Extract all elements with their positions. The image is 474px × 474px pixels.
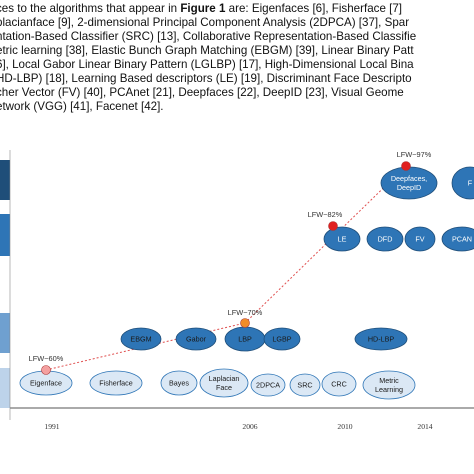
node-ellipse [289, 373, 321, 397]
node-label: PCAN [452, 235, 472, 244]
method-node-lbp: LBP [224, 326, 266, 352]
method-node-deepid: Deepfaces, DeepID [380, 166, 438, 200]
method-node-fisherface: Fisherface [89, 370, 143, 396]
node-label: HD-LBP [368, 335, 395, 344]
node-label: F [468, 179, 473, 188]
band-holistic [0, 368, 10, 408]
node-ellipse [160, 370, 198, 396]
node-label: Gabor [186, 335, 207, 344]
node-ellipse [199, 368, 249, 398]
text-line: ces to the algorithms that appear in Fig… [0, 2, 403, 15]
text-line: 6], Local Gabor Linear Binary Pattern (L… [0, 58, 414, 71]
node-label: SRC [297, 381, 312, 390]
method-node-ebgm: EBGM [120, 327, 162, 351]
node-ellipse [451, 166, 474, 200]
text-line: placianface [9], 2-dimensional Principal… [0, 16, 410, 29]
method-node-src: SRC [289, 373, 321, 397]
node-label: FV [415, 235, 424, 244]
node-ellipse [366, 226, 404, 252]
milestone-dot [401, 161, 411, 171]
milestone-label: LFW~82% [308, 210, 343, 219]
milestone-label: LFW~70% [228, 308, 263, 317]
node-label: Laplacian Face [209, 374, 240, 392]
method-node-hdlbp: HD-LBP [354, 327, 408, 351]
node-ellipse [175, 327, 217, 351]
text-line: etric learning [38], Elastic Bunch Graph… [0, 44, 414, 57]
node-label: Deepfaces, DeepID [391, 174, 427, 192]
node-ellipse [250, 373, 286, 397]
method-node-metric: Metric Learning [362, 370, 416, 400]
text-line: cher Vector (FV) [40], PCAnet [21], Deep… [0, 86, 404, 99]
node-ellipse [441, 226, 474, 252]
band-learning [0, 214, 10, 256]
node-ellipse [362, 370, 416, 400]
year-label: 1991 [44, 422, 59, 431]
node-ellipse [354, 327, 408, 351]
node-label: LGBP [272, 335, 291, 344]
node-label: DFD [378, 235, 393, 244]
method-node-dfd: DFD [366, 226, 404, 252]
band-deep [0, 160, 10, 200]
year-label: 2006 [242, 422, 257, 431]
figure-ref: Figure 1 [180, 2, 226, 15]
node-label: Bayes [169, 379, 189, 388]
text-line: HD-LBP) [18], Learning Based descriptors… [0, 72, 412, 85]
milestone-dot [328, 221, 338, 231]
node-label: LE [338, 235, 347, 244]
method-node-le: LE [323, 226, 361, 252]
node-label: EBGM [130, 335, 151, 344]
node-ellipse [120, 327, 162, 351]
body-text: ces to the algorithms that appear in Fig… [0, 0, 474, 120]
trend-line [45, 165, 407, 371]
milestone-dot [240, 318, 250, 328]
node-ellipse [321, 371, 357, 397]
band-local [0, 313, 10, 353]
node-label: Eigenface [30, 379, 62, 388]
method-node-bayes: Bayes [160, 370, 198, 396]
text-line: ntation-Based Classifier (SRC) [13], Col… [0, 30, 417, 43]
node-label: CRC [331, 380, 347, 389]
node-label: LBP [238, 335, 252, 344]
node-label: 2DPCA [256, 381, 280, 390]
node-ellipse [404, 226, 436, 252]
node-label: Fisherface [99, 379, 133, 388]
year-label: 2014 [417, 422, 432, 431]
year-label: 2010 [337, 422, 352, 431]
method-node-2dpca: 2DPCA [250, 373, 286, 397]
method-node-facenet: F [451, 166, 474, 200]
text-line: etwork (VGG) [41], Facenet [42]. [0, 100, 164, 113]
method-node-pcanet: PCAN [441, 226, 474, 252]
milestone-label: LFW~60% [29, 354, 64, 363]
milestone-label: LFW~97% [397, 150, 432, 159]
node-label: Metric Learning [375, 376, 403, 394]
milestone-dot [41, 365, 51, 375]
method-node-fv: FV [404, 226, 436, 252]
method-node-lgbp: LGBP [263, 327, 301, 351]
node-ellipse [323, 226, 361, 252]
node-ellipse [89, 370, 143, 396]
method-node-gabor: Gabor [175, 327, 217, 351]
node-ellipse [263, 327, 301, 351]
method-node-laplacian: Laplacian Face [199, 368, 249, 398]
method-node-crc: CRC [321, 371, 357, 397]
